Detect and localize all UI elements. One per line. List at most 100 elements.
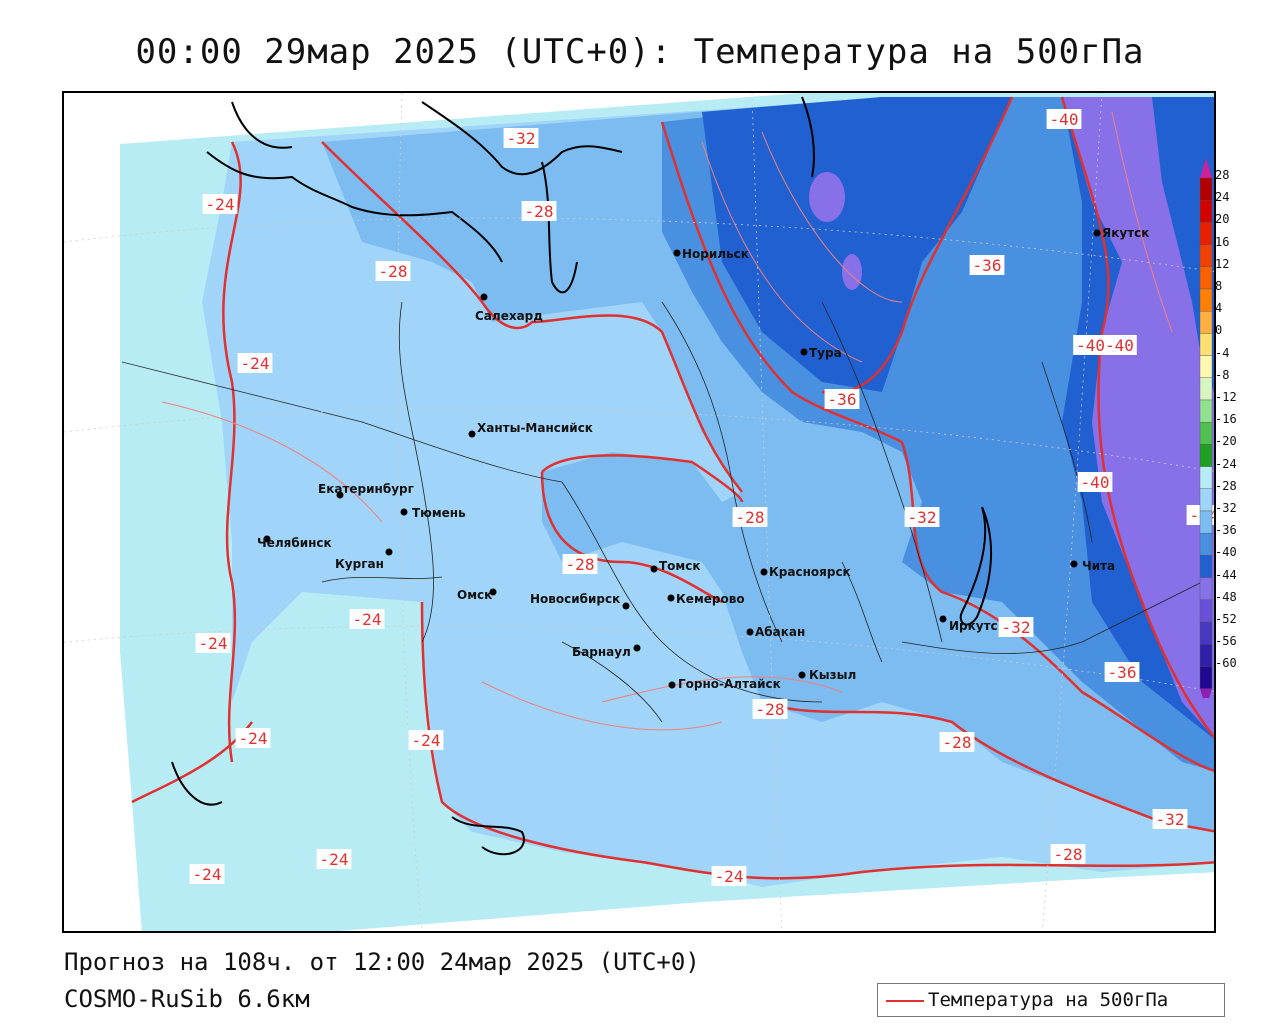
city-dot (336, 491, 344, 499)
isotherm-label: -24 (206, 195, 235, 214)
temperature-map[interactable]: Салехард Норильск Тура Якутск Ханты-Мансийск… (64, 93, 1216, 933)
city-dot (800, 348, 808, 356)
colorbar-swatch (1199, 488, 1213, 512)
colorbar-swatch (1199, 666, 1213, 689)
isotherm-label: -24 (239, 729, 268, 748)
isotherm-label-bg (1104, 662, 1140, 682)
isotherm-label: -32 (507, 129, 536, 148)
isotherm-label: -32 (1002, 618, 1031, 637)
isotherm-label-bg (1050, 844, 1086, 864)
isotherm-label-bg (316, 849, 352, 869)
city-dot (667, 594, 675, 602)
colorbar-swatch (1199, 422, 1213, 445)
colorbar-swatch (1199, 377, 1213, 401)
city-label: Красноярск (769, 565, 851, 579)
isotherm-label: -24 (199, 634, 228, 653)
city-dot (760, 568, 768, 576)
isotherm-label: -24 (241, 354, 270, 373)
legend-label: Температура на 500гПа (928, 989, 1169, 1011)
legend-line-swatch (886, 1000, 924, 1002)
thin-isotherms (161, 111, 1173, 731)
colorbar-tick-label: -56 (1215, 634, 1237, 649)
colorbar-bottom-arrow (1200, 688, 1212, 698)
colorbar-tick-label: -12 (1215, 390, 1237, 404)
page-title: 00:00 29мар 2025 (UTC+0): Температура на… (135, 32, 1145, 72)
isotherm-label-bg (562, 554, 598, 574)
colorbar-top-arrow (1200, 158, 1212, 178)
isotherm-label-bg (1077, 472, 1113, 492)
city-dot (468, 430, 476, 438)
city-dot (939, 615, 947, 623)
isotherm-label-bg (235, 728, 271, 748)
city-label: Кызыл (809, 668, 856, 682)
isotherm-label: -28 (736, 508, 765, 527)
isotherm-label: -28 (566, 555, 595, 574)
isotherm-label: -32 (908, 508, 937, 527)
isotherm-label-bg (969, 255, 1005, 275)
isotherm-label-bg (237, 353, 273, 373)
colorbar-swatch (1199, 177, 1213, 201)
isotherm-label-bg (503, 128, 539, 148)
city-dot (622, 602, 630, 610)
cold-patch (809, 172, 845, 222)
city-dot (489, 588, 497, 596)
city-dot (673, 249, 681, 257)
colorbar-tick-label: -52 (1215, 612, 1237, 626)
colorbar-tick-label: 0 (1215, 323, 1223, 338)
colorbar-tick-label: 12 (1215, 256, 1230, 271)
zone-minus44 (1062, 97, 1214, 738)
isotherm-label-bg (408, 730, 444, 750)
isotherm-label-bg (1152, 809, 1188, 829)
city-dot (650, 565, 658, 573)
colorbar-swatch (1199, 644, 1213, 667)
colorbar-tick-label: -8 (1215, 367, 1230, 382)
isotherm-label-bg (732, 507, 768, 527)
colorbar-swatch (1199, 577, 1213, 601)
city-label: Кемерово (676, 592, 745, 606)
city-label: Горно-Алтайск (678, 677, 781, 691)
city-dot (1093, 229, 1101, 237)
regional-borders (121, 301, 1203, 723)
coastlines (171, 96, 992, 856)
isotherm-label: -32 (1156, 810, 1185, 829)
isotherm-label-bg (1046, 109, 1082, 129)
colorbar-tick-label: -60 (1215, 656, 1237, 671)
colorbar-swatch (1199, 222, 1213, 245)
colorbar-tick-label: -32 (1215, 501, 1237, 515)
colorbar-tick-label: -40 (1215, 545, 1237, 560)
colorbar-tick-label: -28 (1215, 478, 1237, 493)
isotherm-label: -40 (1050, 110, 1079, 129)
colorbar-swatch (1199, 533, 1213, 556)
isotherm-label-bg (189, 864, 225, 884)
isotherm-label-bg (752, 699, 788, 719)
city-label: Абакан (755, 625, 805, 639)
city-label: Челябинск (257, 536, 332, 550)
isotherm-label-bg (349, 609, 385, 629)
colorbar-swatch (1199, 510, 1213, 534)
isotherm-label: -40-40 (1076, 336, 1134, 355)
forecast-info: Прогноз на 108ч. от 12:00 24мар 2025 (UT… (64, 948, 700, 976)
city-dot (668, 681, 676, 689)
map-frame[interactable]: Салехард Норильск Тура Якутск Ханты-Мансийск… (62, 91, 1216, 933)
city-dot (385, 548, 393, 556)
colorbar-tick-label: 24 (1215, 190, 1230, 205)
isotherm-label-bg (521, 201, 557, 221)
city-dot (1070, 560, 1078, 568)
colorbar-swatch (1199, 621, 1213, 645)
model-name: COSMO-RuSib 6.6км (64, 985, 310, 1013)
city-label: Томск (659, 559, 701, 573)
isotherm-label-bg (202, 194, 238, 214)
colorbar-swatch (1199, 466, 1213, 490)
graticule (64, 93, 1214, 931)
isotherm-labels: -32 -28 -24 -28 -24 -40 -36 -40-40 -36 -40 -28 -32 -… (189, 109, 1214, 886)
colorbar-tick-label: 28 (1215, 168, 1230, 182)
city-label: Курган (335, 557, 384, 571)
isotherm-label-bg (711, 866, 747, 886)
isotherm-label: -24 (715, 867, 744, 886)
colorbar-swatch (1199, 244, 1213, 267)
isotherm-label: -28 (1054, 845, 1083, 864)
isotherm-label: -40 (1081, 473, 1110, 492)
isotherm-label: -28 (379, 262, 408, 281)
city-label: Якутск (1102, 226, 1149, 240)
isotherm-label-bg (195, 633, 231, 653)
